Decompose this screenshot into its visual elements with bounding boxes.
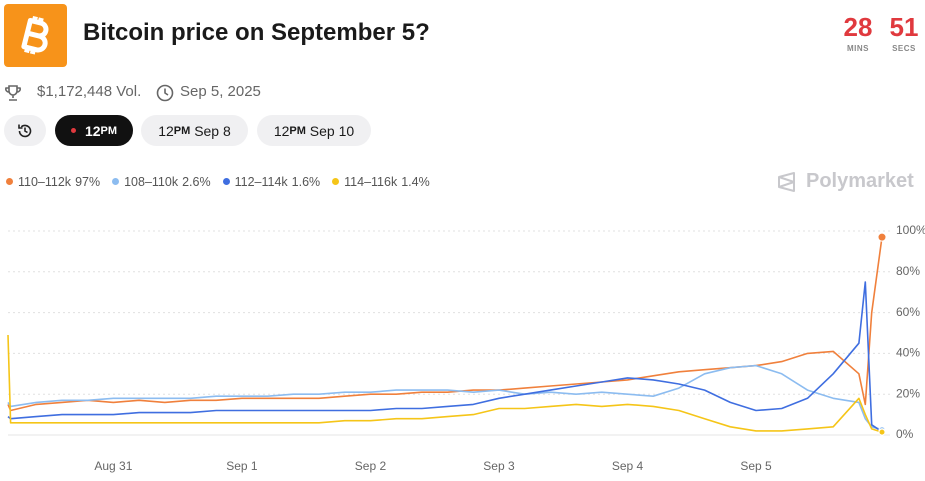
tab-date: Sep 10 [309, 122, 355, 139]
bitcoin-icon [4, 4, 67, 67]
trophy-icon [5, 85, 21, 101]
x-tick-label: Sep 5 [740, 459, 772, 473]
x-tick-label: Sep 2 [355, 459, 387, 473]
brand-name: Polymarket [806, 170, 914, 192]
legend-value: 1.6% [291, 175, 321, 189]
legend: 110–112k 97% 108–110k 2.6% 112–114k 1.6% 114–1… [6, 175, 430, 189]
y-tick-label: 40% [896, 346, 920, 360]
legend-value: 2.6% [182, 175, 211, 189]
end-date: Sep 5, 2025 [180, 83, 261, 100]
tab[interactable]: 12 PM Sep 10 [257, 115, 371, 146]
legend-item: 112–114k 1.6% [222, 175, 321, 189]
end-marker [878, 428, 886, 436]
series-line [7, 364, 883, 431]
countdown-minutes-unit: MINS [847, 44, 869, 53]
x-tick-label: Sep 1 [226, 459, 258, 473]
tab-time: 12 [84, 122, 101, 139]
y-tick-label: 60% [896, 305, 920, 319]
tab[interactable]: 12 PM Sep 8 [141, 115, 248, 146]
x-tick-label: Sep 4 [612, 459, 644, 473]
bitcoin-glyph [21, 15, 49, 55]
x-tick-label: Aug 31 [94, 459, 132, 473]
legend-item: 108–110k 2.6% [112, 175, 211, 189]
live-dot [70, 128, 76, 133]
volume: $1,172,448 Vol. [37, 83, 142, 100]
history-icon [18, 124, 32, 137]
tab-period: PM [100, 124, 118, 137]
legend-swatch [222, 178, 230, 185]
legend-name: 114–116k [344, 175, 398, 189]
y-tick-label: 20% [896, 386, 920, 400]
legend-name: 112–114k [234, 175, 288, 189]
legend-item: 114–116k 1.4% [332, 175, 430, 189]
series-line [7, 334, 883, 433]
legend-swatch [332, 178, 340, 185]
legend-swatch [112, 178, 120, 185]
tab-period: PM [173, 124, 191, 137]
countdown-seconds-unit: SECS [892, 44, 916, 53]
end-marker [877, 232, 887, 242]
legend-name: 108–110k [124, 175, 179, 189]
legend-item: 110–112k 97% [6, 175, 100, 189]
tab-date: Sep 8 [194, 122, 231, 139]
tab-period: PM [289, 124, 306, 137]
brand-icon [778, 171, 795, 192]
tab-time: 12 [273, 122, 290, 139]
countdown-seconds: 51 [889, 12, 919, 42]
chart: 0% 20% 40% 60% 80% 100% Aug 31 Sep 1 Sep 2 Sep 3 S… [7, 223, 925, 473]
clock-icon [156, 84, 174, 102]
tab-time: 12 [158, 122, 174, 139]
legend-value: 1.4% [401, 175, 430, 189]
legend-swatch [6, 178, 13, 185]
legend-value: 97% [75, 175, 101, 189]
brand-watermark: Polymarket [776, 170, 914, 193]
countdown-minutes: 28 [843, 12, 873, 42]
x-tick-label: Sep 3 [483, 459, 515, 473]
y-tick-label: 100% [896, 223, 925, 237]
y-tick-label: 80% [896, 264, 920, 278]
history-button[interactable] [4, 115, 46, 146]
series-line [7, 281, 883, 433]
market-title: Bitcoin price on September 5? [83, 19, 430, 46]
series-line [7, 236, 883, 412]
tab-active[interactable]: 12 PM [55, 115, 133, 146]
y-tick-label: 0% [896, 427, 914, 441]
legend-name: 110–112k [18, 175, 72, 189]
